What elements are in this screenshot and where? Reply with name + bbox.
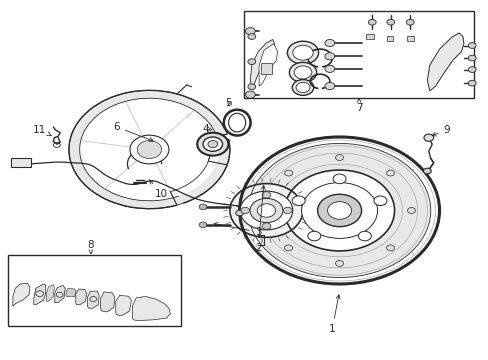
Circle shape	[423, 168, 430, 174]
Polygon shape	[76, 289, 86, 305]
Text: 7: 7	[355, 98, 362, 113]
Bar	[366, 34, 373, 40]
Circle shape	[325, 65, 334, 72]
Circle shape	[358, 231, 370, 241]
Circle shape	[247, 34, 255, 40]
Circle shape	[287, 41, 318, 64]
Circle shape	[262, 223, 270, 229]
Circle shape	[284, 170, 394, 251]
Circle shape	[197, 133, 228, 156]
Circle shape	[327, 202, 351, 219]
Circle shape	[245, 91, 255, 98]
Ellipse shape	[228, 113, 245, 132]
Circle shape	[203, 137, 222, 151]
Circle shape	[295, 82, 309, 93]
Circle shape	[468, 67, 475, 72]
Text: 11: 11	[33, 125, 52, 136]
Circle shape	[292, 80, 313, 95]
Circle shape	[235, 210, 243, 216]
Text: 4: 4	[202, 124, 212, 134]
Circle shape	[423, 134, 433, 141]
Text: 3: 3	[214, 222, 261, 237]
Text: 10: 10	[149, 180, 168, 199]
Circle shape	[292, 45, 312, 60]
Circle shape	[247, 59, 255, 64]
Polygon shape	[101, 292, 115, 312]
Bar	[8, 255, 181, 326]
Circle shape	[263, 208, 271, 213]
Circle shape	[247, 84, 255, 90]
Polygon shape	[66, 288, 76, 297]
Polygon shape	[250, 40, 274, 90]
Text: 8: 8	[87, 240, 94, 254]
Circle shape	[317, 194, 361, 227]
Circle shape	[325, 53, 334, 60]
Circle shape	[335, 154, 343, 161]
Polygon shape	[132, 297, 170, 320]
Bar	[11, 158, 31, 167]
Circle shape	[199, 222, 206, 228]
Circle shape	[284, 170, 292, 176]
Circle shape	[335, 261, 343, 266]
Polygon shape	[116, 296, 131, 316]
Circle shape	[249, 198, 283, 222]
Circle shape	[248, 143, 430, 278]
Text: 5: 5	[225, 98, 232, 108]
Circle shape	[468, 80, 475, 86]
Circle shape	[406, 19, 413, 25]
Circle shape	[137, 140, 161, 158]
Polygon shape	[259, 44, 277, 86]
Wedge shape	[69, 90, 229, 209]
Circle shape	[292, 196, 305, 206]
Circle shape	[301, 183, 377, 238]
Circle shape	[386, 245, 394, 251]
Polygon shape	[34, 284, 45, 305]
Circle shape	[284, 245, 292, 251]
Polygon shape	[55, 285, 65, 303]
Bar	[406, 36, 413, 41]
Circle shape	[307, 231, 320, 241]
Circle shape	[386, 19, 394, 25]
Circle shape	[283, 207, 291, 214]
Text: 1: 1	[328, 295, 339, 334]
Polygon shape	[427, 33, 463, 91]
Circle shape	[468, 42, 475, 48]
Circle shape	[367, 19, 375, 25]
Circle shape	[262, 192, 270, 198]
Polygon shape	[46, 285, 54, 301]
Circle shape	[386, 170, 394, 176]
Text: 6: 6	[113, 122, 153, 141]
Circle shape	[325, 40, 334, 46]
Circle shape	[199, 204, 206, 210]
Polygon shape	[13, 283, 30, 306]
Polygon shape	[87, 291, 99, 309]
Circle shape	[130, 135, 168, 164]
Wedge shape	[80, 98, 219, 201]
Circle shape	[407, 208, 415, 213]
Circle shape	[257, 204, 275, 217]
Text: 9: 9	[431, 125, 449, 136]
Circle shape	[294, 66, 311, 79]
Bar	[386, 36, 392, 41]
Circle shape	[207, 140, 217, 148]
Circle shape	[289, 62, 316, 82]
Circle shape	[241, 207, 249, 214]
Circle shape	[373, 196, 386, 206]
Circle shape	[240, 191, 292, 230]
Circle shape	[468, 55, 475, 61]
Circle shape	[325, 82, 334, 90]
Circle shape	[332, 174, 346, 184]
Circle shape	[245, 28, 255, 35]
Text: 2: 2	[254, 185, 264, 253]
Bar	[244, 12, 473, 98]
Circle shape	[229, 184, 303, 237]
Bar	[261, 63, 271, 74]
